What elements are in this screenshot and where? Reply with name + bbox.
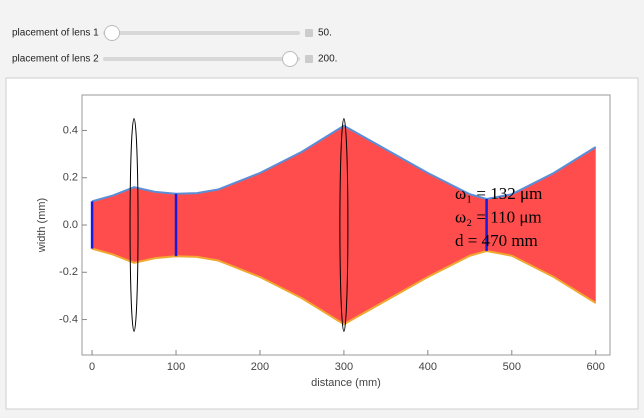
slider-thumb[interactable] [282,51,298,67]
beam-fill [92,125,596,325]
controls: placement of lens 1 50. placement of lens … [12,25,337,67]
annotation: ω₁ = 132 μm [455,184,542,203]
x-axis-label: distance (mm) [311,377,381,389]
x-tick-label: 0 [89,361,95,373]
y-tick-label: -0.2 [59,266,78,278]
x-tick-label: 300 [335,361,353,373]
x-tick-label: 500 [503,361,521,373]
expand-button[interactable] [305,55,313,63]
annotation: ω₂ = 110 μm [455,207,542,226]
slider-track [103,57,300,61]
slider-value: 50. [318,28,332,39]
beam-edge [91,247,597,326]
slider-value: 200. [318,54,337,65]
beam-edge [91,124,597,203]
y-tick-label: -0.4 [59,313,78,325]
lens [129,118,139,332]
x-tick-label: 400 [419,361,437,373]
y-tick-label: 0.0 [63,219,78,231]
x-tick-label: 600 [587,361,605,373]
y-tick-label: 0.2 [63,172,78,184]
lens [339,118,349,332]
slider-label: placement of lens 2 [12,54,99,65]
chart: 0 100 200 300 400 500 600 -0.4 -0.2 0.0 0.2 0.4 dist… [36,94,611,389]
y-tick-label: 0.4 [63,124,78,136]
slider-label: placement of lens 1 [12,28,99,39]
x-tick-label: 200 [251,361,269,373]
annotation: d = 470 mm [455,231,538,250]
x-tick-label: 100 [167,361,185,373]
y-axis-label: width (mm) [36,198,48,253]
slider-track [103,31,300,35]
expand-button[interactable] [305,29,313,37]
slider-thumb[interactable] [104,25,120,41]
